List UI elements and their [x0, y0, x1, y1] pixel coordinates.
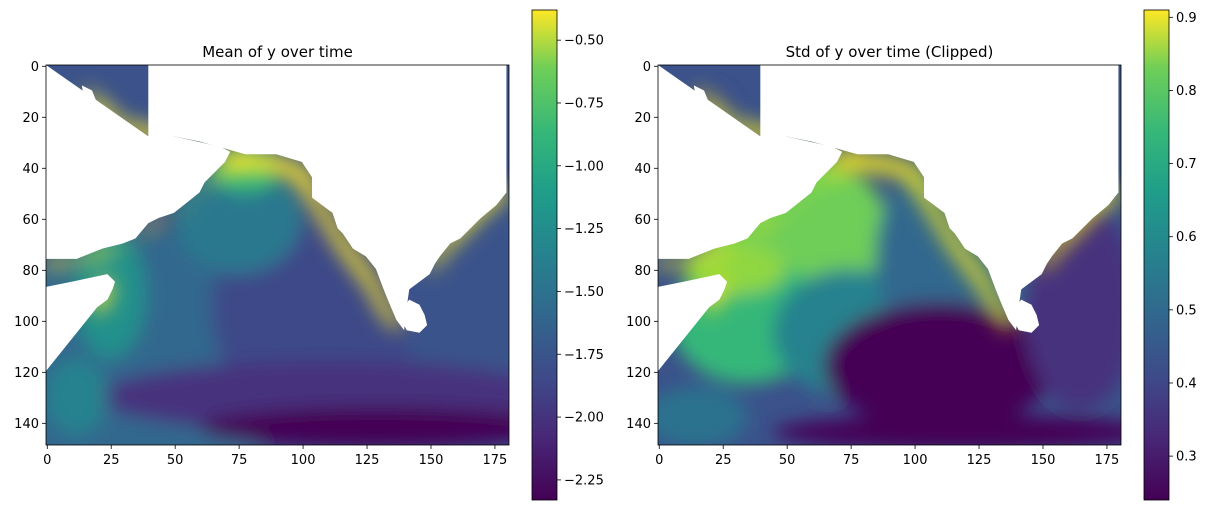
y-tick-label: 80 [634, 264, 651, 279]
y-tick-label: 100 [626, 315, 651, 330]
y-tick-label: 60 [22, 213, 39, 228]
colorbar-tick-label: −0.75 [564, 96, 604, 111]
x-tick-label: 100 [291, 453, 316, 468]
x-tick-label: 50 [167, 453, 184, 468]
y-tick-label: 100 [14, 315, 39, 330]
y-tick-label: 20 [634, 111, 651, 126]
colorbar-tick-label: −1.25 [564, 222, 604, 237]
x-tick-label: 175 [483, 453, 508, 468]
y-tick-label: 140 [14, 417, 39, 432]
x-tick-label: 75 [843, 453, 860, 468]
x-tick-label: 150 [1031, 453, 1056, 468]
colorbar-gradient [1143, 9, 1170, 501]
field-blob [46, 358, 108, 435]
colorbar-tick-label: 0.9 [1176, 11, 1197, 26]
colorbar-tick-label: −0.50 [564, 34, 604, 49]
y-tick-label: 0 [643, 60, 651, 75]
field-blob [824, 302, 1055, 430]
panel-std: Std of y over time (Clipped) 0 25 50 75 100 12… [626, 9, 1197, 501]
y-tick-label: 120 [14, 366, 39, 381]
colorbar-tick-label: −2.25 [564, 473, 604, 488]
colorbar-tick-label: −2.00 [564, 411, 604, 426]
y-tick-label: 80 [22, 264, 39, 279]
axes-frame [657, 64, 1122, 446]
x-tick-label: 25 [103, 453, 120, 468]
y-tick-label: 120 [626, 366, 651, 381]
x-tick-label: 25 [715, 453, 732, 468]
field-blob [773, 414, 1121, 445]
colorbar: 0.9 0.8 0.7 0.6 0.5 0.4 0.3 [1143, 9, 1197, 501]
chart-title: Std of y over time (Clipped) [786, 43, 994, 61]
x-tick-label: 125 [355, 453, 380, 468]
heatmap-field [658, 65, 1121, 445]
x-tick-label: 0 [43, 453, 51, 468]
y-tick-label: 140 [626, 417, 651, 432]
field-blob [173, 161, 302, 275]
land-mask [658, 65, 1119, 372]
colorbar-tick-label: 0.4 [1176, 376, 1197, 391]
land-mask [46, 65, 507, 372]
colorbar-tick-label: −1.00 [564, 159, 604, 174]
x-tick-label: 125 [967, 453, 992, 468]
y-tick-label: 60 [634, 213, 651, 228]
colorbar-tick-label: 0.6 [1176, 230, 1197, 245]
x-tick-label: 0 [655, 453, 663, 468]
colorbar-tick-label: 0.5 [1176, 303, 1197, 318]
field-blob [199, 406, 509, 445]
x-tick-label: 100 [903, 453, 928, 468]
x-tick-label: 75 [231, 453, 248, 468]
x-tick-label: 175 [1095, 453, 1120, 468]
colorbar-gradient [531, 9, 558, 501]
y-tick-label: 40 [634, 162, 651, 177]
colorbar-tick-label: −1.50 [564, 285, 604, 300]
colorbar-tick-label: 0.3 [1176, 450, 1197, 465]
heatmap-field [46, 65, 509, 445]
colorbar-tick-label: 0.8 [1176, 84, 1197, 99]
y-tick-label: 20 [22, 111, 39, 126]
chart-title: Mean of y over time [202, 43, 353, 61]
panel-mean: Mean of y over time 0 25 50 75 100 125 150 175 0 2… [14, 9, 604, 501]
y-tick-label: 40 [22, 162, 39, 177]
x-tick-label: 150 [419, 453, 444, 468]
y-tick-label: 0 [31, 60, 39, 75]
colorbar-tick-label: −1.75 [564, 348, 604, 363]
x-tick-label: 50 [779, 453, 796, 468]
field-blob [658, 386, 748, 445]
axes-frame [45, 64, 510, 446]
colorbar-tick-label: 0.7 [1176, 157, 1197, 172]
colorbar: −0.50 −0.75 −1.00 −1.25 −1.50 −1.75 −2.00 −2.25 [531, 9, 604, 501]
